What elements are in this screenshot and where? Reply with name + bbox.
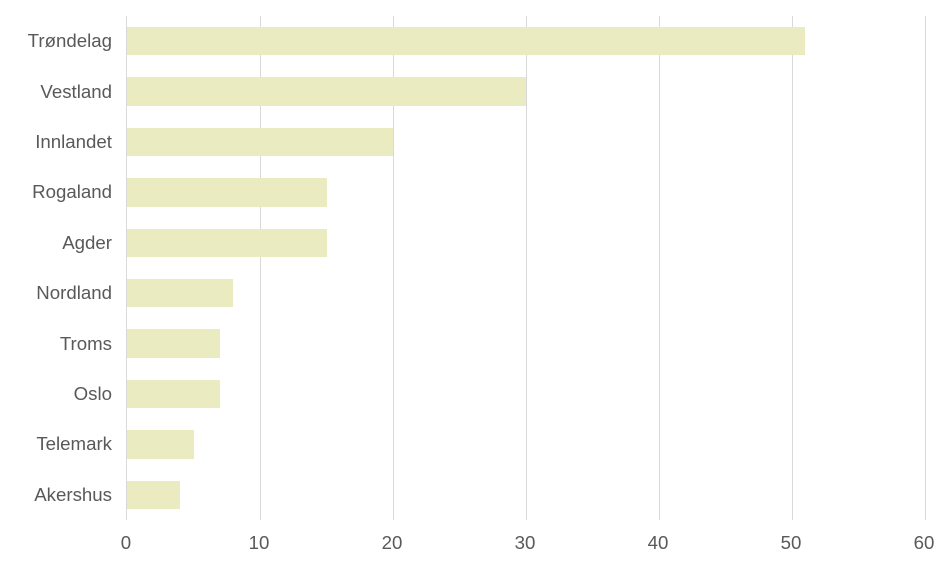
x-axis-label: 40 <box>648 532 669 554</box>
gridline <box>659 16 660 520</box>
y-axis-label: Nordland <box>36 282 112 304</box>
y-axis-label: Vestland <box>40 81 112 103</box>
bar <box>127 178 327 206</box>
plot-area <box>126 16 925 520</box>
bar <box>127 27 805 55</box>
x-axis-label: 60 <box>914 532 935 554</box>
bar <box>127 128 393 156</box>
y-axis-label: Akershus <box>34 484 112 506</box>
y-axis-label: Rogaland <box>32 181 112 203</box>
y-axis-label: Telemark <box>36 433 112 455</box>
bar <box>127 229 327 257</box>
y-axis-label: Troms <box>60 333 112 355</box>
bar <box>127 279 233 307</box>
y-axis-label: Oslo <box>74 383 112 405</box>
bar <box>127 481 180 509</box>
gridline <box>925 16 926 520</box>
gridline <box>792 16 793 520</box>
bar <box>127 329 220 357</box>
x-axis-label: 20 <box>382 532 403 554</box>
x-axis-label: 30 <box>515 532 536 554</box>
bar <box>127 430 194 458</box>
horizontal-bar-chart: Trøndelag Vestland Innlandet Rogaland Agder N… <box>0 0 945 567</box>
bar <box>127 77 526 105</box>
y-axis-label: Innlandet <box>35 131 112 153</box>
gridline <box>526 16 527 520</box>
x-axis-label: 50 <box>781 532 802 554</box>
x-axis-label: 10 <box>249 532 270 554</box>
bar <box>127 380 220 408</box>
y-axis-label: Trøndelag <box>28 30 112 52</box>
y-axis-label: Agder <box>62 232 112 254</box>
x-axis-label: 0 <box>121 532 131 554</box>
